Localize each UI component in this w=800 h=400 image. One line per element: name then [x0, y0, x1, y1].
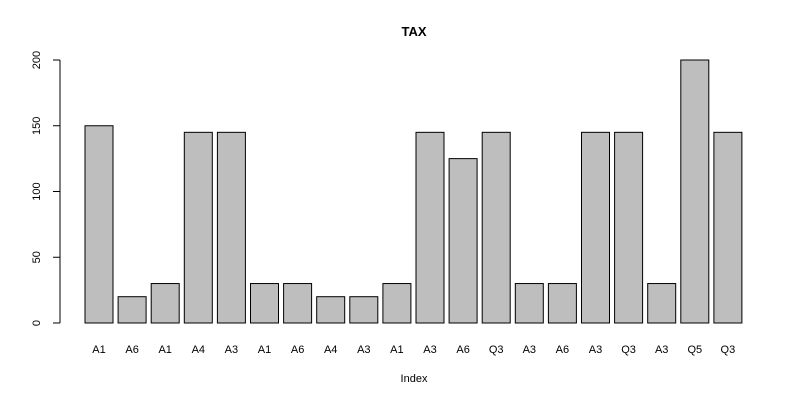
y-tick-label: 100	[31, 182, 43, 200]
y-axis: 0 50 100 150 200	[31, 51, 61, 326]
x-tick-label: Q3	[489, 344, 504, 356]
bar	[283, 283, 313, 324]
x-tick-label: A3	[589, 344, 602, 356]
bars-group	[84, 59, 743, 324]
bar	[117, 296, 147, 324]
y-tick-label: 0	[31, 320, 43, 326]
y-tick-label: 200	[31, 51, 43, 69]
bar	[216, 131, 246, 324]
x-axis-label: Index	[401, 373, 428, 385]
x-tick-label: A6	[125, 344, 138, 356]
x-tick-labels: A1 A6 A1 A4 A3 A1 A6 A4 A3 A1 A3 A6 Q3 A3 A6 A3 Q3 A3 Q5 Q3	[92, 344, 735, 356]
x-tick-label: A4	[192, 344, 205, 356]
x-tick-label: A4	[324, 344, 337, 356]
bar	[713, 131, 743, 324]
x-tick-label: A6	[556, 344, 569, 356]
bar	[250, 283, 279, 324]
bar	[316, 296, 346, 324]
x-tick-label: A6	[456, 344, 469, 356]
x-tick-label: A1	[158, 344, 171, 356]
y-tick-label: 150	[31, 117, 43, 135]
bar	[547, 283, 577, 324]
x-tick-label: Q3	[721, 344, 736, 356]
bar	[382, 283, 412, 324]
bar	[614, 131, 644, 324]
bar	[84, 125, 114, 324]
bar	[514, 283, 544, 324]
bar	[581, 131, 610, 324]
x-tick-label: A3	[357, 344, 370, 356]
y-tick-label: 50	[31, 251, 43, 263]
bar	[680, 59, 710, 324]
bar	[150, 283, 180, 324]
bar	[349, 296, 379, 324]
x-tick-label: A1	[258, 344, 271, 356]
bar	[481, 131, 511, 324]
chart-title: TAX	[401, 24, 426, 39]
bar	[183, 131, 213, 324]
bar	[448, 158, 478, 324]
x-tick-label: A3	[523, 344, 536, 356]
x-tick-label: Q5	[687, 344, 702, 356]
x-tick-label: Q3	[621, 344, 636, 356]
bar	[647, 283, 677, 324]
x-tick-label: A3	[423, 344, 436, 356]
x-tick-label: A1	[92, 344, 105, 356]
x-tick-label: A1	[390, 344, 403, 356]
x-tick-label: A6	[291, 344, 304, 356]
x-tick-label: A3	[225, 344, 238, 356]
bar	[415, 131, 445, 324]
x-tick-label: A3	[655, 344, 668, 356]
